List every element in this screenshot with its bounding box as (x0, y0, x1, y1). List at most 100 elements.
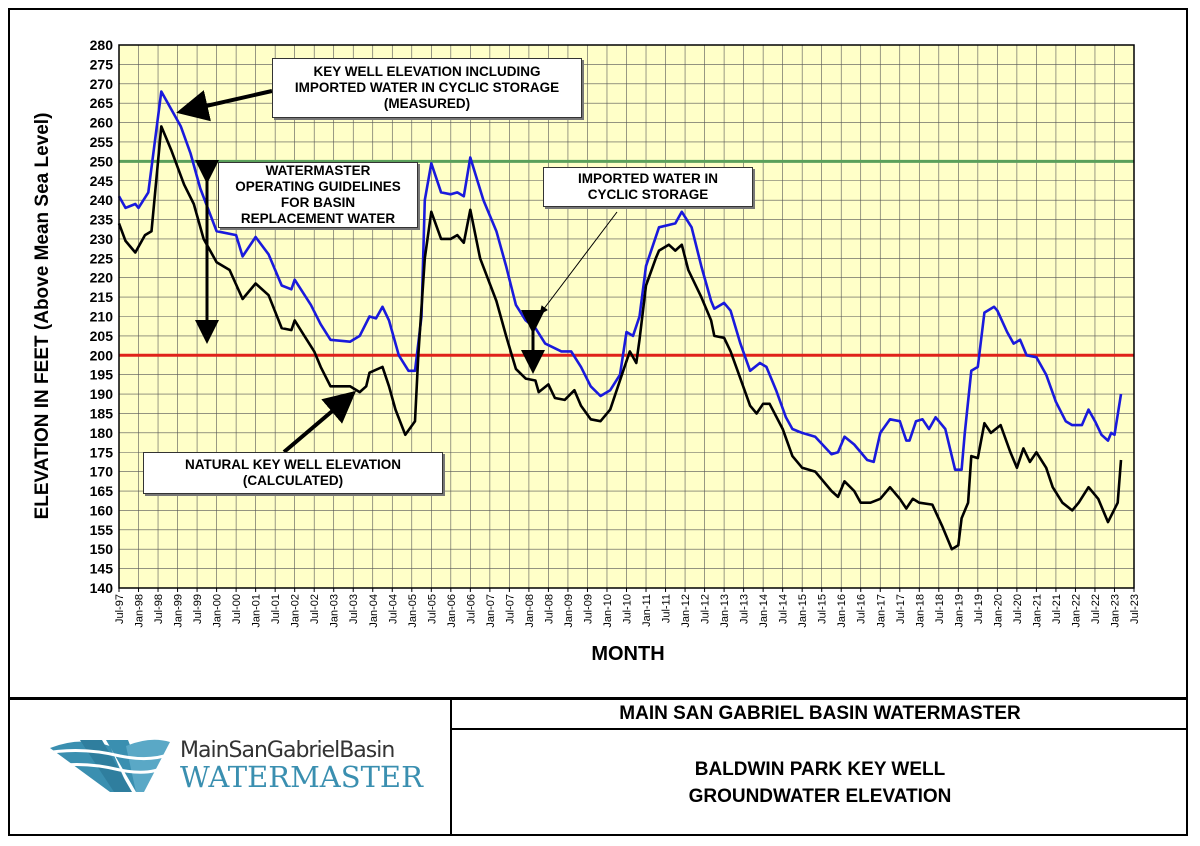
measured-arrow (176, 89, 273, 122)
annotation-cyclic-storage: IMPORTED WATER IN CYCLIC STORAGE (543, 167, 753, 207)
x-tick-label: Jul-20 (1012, 594, 1024, 624)
y-tick-label: 195 (90, 367, 114, 383)
y-tick-label: 200 (90, 347, 114, 363)
x-tick-label: Jan-13 (719, 594, 731, 628)
y-tick-label: 155 (90, 522, 114, 538)
y-tick-label: 160 (90, 502, 114, 518)
x-tick-label: Jul-21 (1051, 594, 1063, 624)
x-tick-label: Jan-00 (212, 594, 224, 628)
organization-name: MAIN SAN GABRIEL BASIN WATERMASTER (452, 700, 1188, 730)
x-tick-label: Jan-19 (953, 594, 965, 628)
natural-arrow (282, 390, 357, 454)
x-tick-label: Jul-06 (465, 594, 477, 624)
y-tick-label: 205 (90, 328, 114, 344)
y-tick-label: 215 (90, 289, 114, 305)
annotation-guidelines: WATERMASTER OPERATING GUIDELINES FOR BAS… (218, 162, 418, 228)
x-tick-label: Jan-14 (758, 594, 770, 628)
x-tick-label: Jan-05 (407, 594, 419, 628)
y-tick-label: 220 (90, 270, 114, 286)
x-tick-label: Jan-23 (1109, 594, 1121, 628)
x-tick-label: Jul-22 (1090, 594, 1102, 624)
x-tick-label: Jan-01 (251, 594, 263, 628)
x-tick-label: Jan-17 (875, 594, 887, 628)
figure-title-line2: GROUNDWATER ELEVATION (688, 786, 952, 807)
x-tick-labels: Jul-97 Jan-98 Jul-98 Jan-99 Jul-99 Jan-00 Jul-… (114, 588, 1141, 628)
x-tick-label: Jan-16 (836, 594, 848, 628)
x-axis-label: MONTH (591, 643, 664, 665)
y-tick-label: 240 (90, 192, 114, 208)
x-tick-label: Jul-05 (426, 594, 438, 624)
x-tick-label: Jul-11 (661, 594, 673, 623)
y-tick-label: 175 (90, 444, 114, 460)
x-tick-label: Jul-15 (817, 594, 829, 624)
x-tick-label: Jul-99 (192, 594, 204, 624)
y-tick-label: 180 (90, 425, 114, 441)
y-tick-labels: 140 145 150 155 160 165 170 175 180 185 190 195 200 2… (90, 37, 114, 596)
y-tick-label: 275 (90, 56, 114, 72)
y-tick-label: 145 (90, 561, 114, 577)
x-tick-label: Jan-12 (680, 594, 692, 628)
x-tick-label: Jan-22 (1070, 594, 1082, 628)
x-tick-label: Jul-98 (153, 594, 165, 624)
logo-panel: MainSanGabrielBasin WATERMASTER (8, 700, 452, 836)
x-tick-label: Jan-10 (602, 594, 614, 628)
x-tick-label: Jan-98 (134, 594, 146, 628)
y-tick-label: 185 (90, 405, 114, 421)
x-tick-label: Jul-18 (934, 594, 946, 624)
series-line-natural (117, 125, 1123, 551)
x-tick-label: Jan-18 (914, 594, 926, 628)
y-tick-label: 170 (90, 464, 114, 480)
figure-title: BALDWIN PARK KEY WELL GROUNDWATER ELEVAT… (452, 730, 1188, 836)
y-tick-label: 150 (90, 541, 114, 557)
reference-lines (119, 159, 1134, 357)
x-tick-label: Jul-97 (114, 594, 126, 624)
y-tick-label: 255 (90, 134, 114, 150)
series-line-measured (117, 90, 1123, 471)
annotation-natural: NATURAL KEY WELL ELEVATION (CALCULATED) (143, 452, 443, 494)
x-tick-label: Jul-23 (1129, 594, 1141, 624)
x-tick-label: Jan-02 (290, 594, 302, 628)
x-tick-label: Jul-14 (778, 594, 790, 624)
y-tick-label: 245 (90, 173, 114, 189)
y-tick-label: 190 (90, 386, 114, 402)
x-tick-label: Jan-07 (485, 594, 497, 628)
x-tick-label: Jan-08 (524, 594, 536, 628)
y-tick-label: 235 (90, 212, 114, 228)
annotation-measured: KEY WELL ELEVATION INCLUDING IMPORTED WA… (272, 58, 582, 118)
y-tick-label: 280 (90, 37, 114, 53)
x-tick-label: Jul-13 (739, 594, 751, 624)
x-tick-label: Jan-21 (1031, 594, 1043, 628)
footer-divider (8, 697, 1188, 700)
x-tick-label: Jan-20 (992, 594, 1004, 628)
x-tick-label: Jan-09 (563, 594, 575, 628)
x-tick-label: Jan-03 (329, 594, 341, 628)
series-group (117, 90, 1123, 551)
y-tick-label: 260 (90, 115, 114, 131)
y-tick-label: 210 (90, 309, 114, 325)
cyclic-arrow (539, 211, 618, 315)
x-tick-label: Jul-16 (856, 594, 868, 624)
y-axis-label: ELEVATION IN FEET (Above Mean Sea Level) (32, 113, 53, 520)
y-tick-label: 140 (90, 580, 114, 596)
x-tick-label: Jul-12 (700, 594, 712, 624)
x-tick-label: Jul-10 (622, 594, 634, 624)
figure-frame (8, 8, 1188, 836)
x-tick-label: Jul-00 (231, 594, 243, 624)
x-tick-label: Jan-04 (368, 594, 380, 628)
y-tick-label: 265 (90, 95, 114, 111)
x-tick-label: Jul-09 (582, 594, 594, 624)
x-tick-label: Jul-07 (504, 594, 516, 624)
x-tick-label: Jul-04 (387, 594, 399, 624)
x-tick-label: Jan-99 (173, 594, 185, 628)
figure-title-line1: BALDWIN PARK KEY WELL (694, 759, 946, 780)
y-tick-label: 270 (90, 76, 114, 92)
logo-text-line1: MainSanGabrielBasin (180, 738, 395, 763)
x-tick-label: Jan-06 (446, 594, 458, 628)
y-tick-label: 165 (90, 483, 114, 499)
x-tick-label: Jul-08 (543, 594, 555, 624)
logo-text-line2: WATERMASTER (180, 760, 423, 794)
y-tick-label: 225 (90, 250, 114, 266)
y-tick-label: 250 (90, 153, 114, 169)
x-tick-label: Jan-15 (797, 594, 809, 628)
x-tick-label: Jul-02 (309, 594, 321, 624)
